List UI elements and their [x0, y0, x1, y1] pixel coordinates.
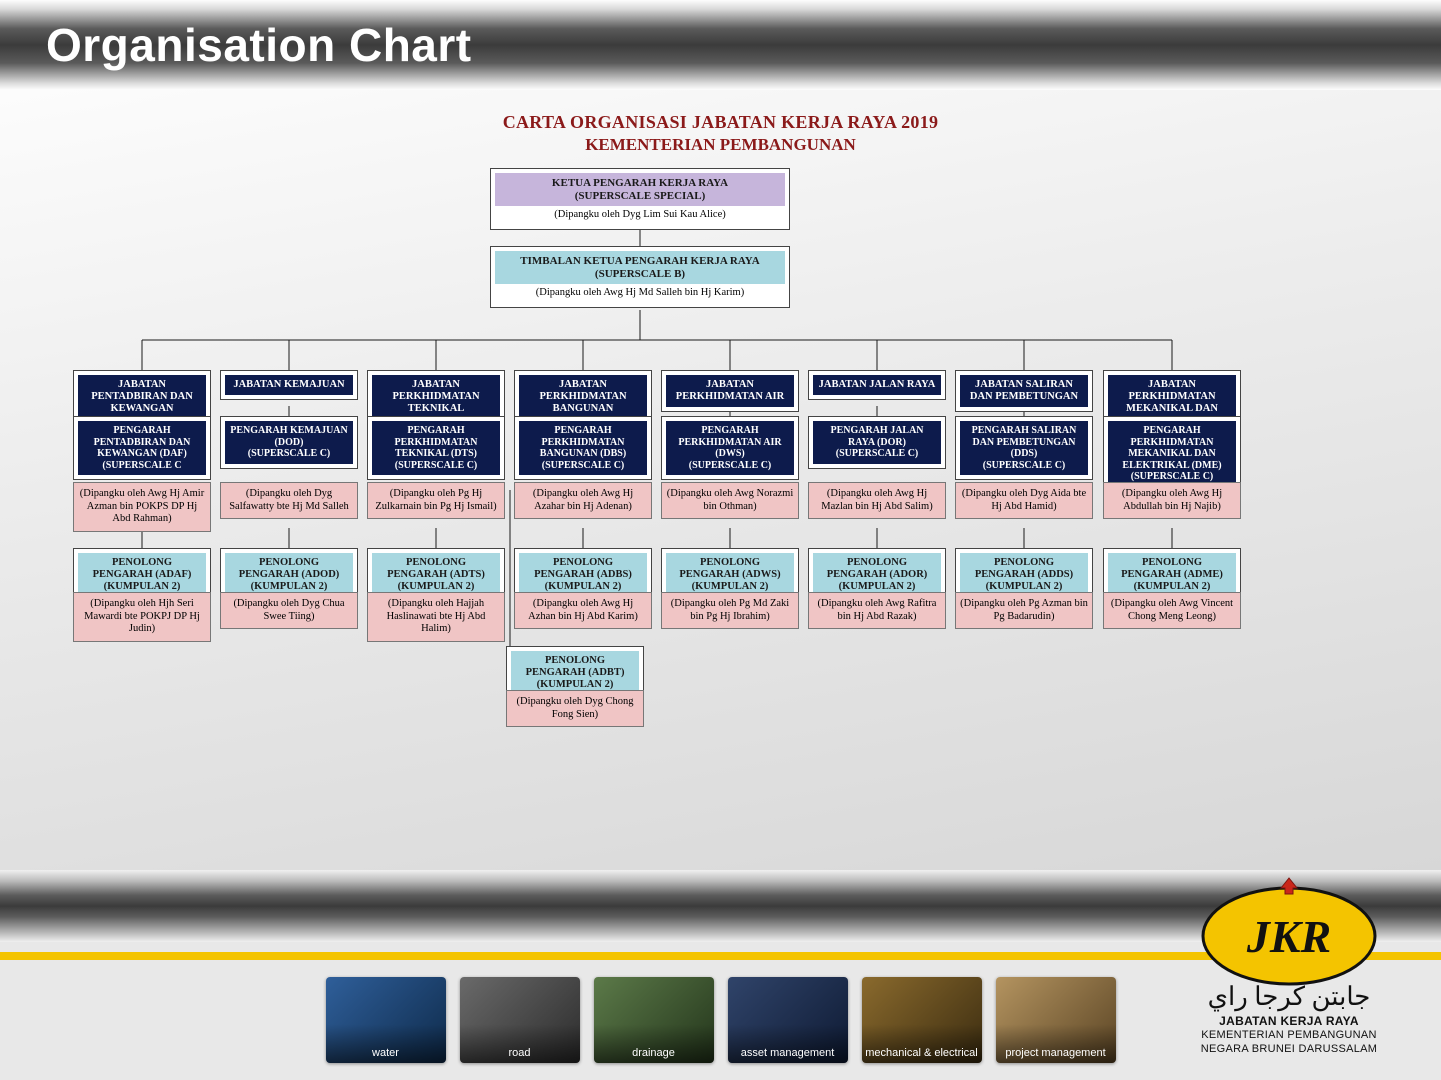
director-officer-4: (Dipangku oleh Awg Norazmi bin Othman)	[661, 482, 799, 519]
thumbnail-mechanical-&-electrical[interactable]: mechanical & electrical	[862, 977, 982, 1063]
assistant-officer-0: (Dipangku oleh Hjh Seri Mawardi bte POKP…	[73, 592, 211, 642]
jkr-initials: JKR	[1246, 911, 1331, 962]
org-chart: CARTA ORGANISASI JABATAN KERJA RAYA 2019…	[0, 90, 1441, 870]
dept-title: JABATAN PERKHIDMATAN AIR	[666, 375, 794, 407]
thumbnail-asset-management[interactable]: asset management	[728, 977, 848, 1063]
director-officer-0: (Dipangku oleh Awg Hj Amir Azman bin POK…	[73, 482, 211, 532]
assistant-title: PENOLONG PENGARAH (ADDS)(KUMPULAN 2)	[960, 553, 1088, 597]
director-6: PENGARAH SALIRAN DAN PEMBETUNGAN (DDS)(S…	[955, 416, 1093, 480]
director-title: PENGARAH PENTADBIRAN DAN KEWANGAN (DAF)(…	[78, 421, 206, 475]
assistant2-title: PENOLONG PENGARAH (ADBT)(KUMPULAN 2)	[511, 651, 639, 695]
thumbnail-project-management[interactable]: project management	[996, 977, 1116, 1063]
thumbnail-drainage[interactable]: drainage	[594, 977, 714, 1063]
dept-title: JABATAN PERKHIDMATAN BANGUNAN	[519, 375, 647, 419]
deputy-title: TIMBALAN KETUA PENGARAH KERJA RAYA	[498, 255, 782, 268]
dept-5: JABATAN JALAN RAYA	[808, 370, 946, 400]
director-title: PENGARAH KEMAJUAN (DOD)(SUPERSCALE C)	[225, 421, 353, 464]
dept-title: JABATAN JALAN RAYA	[813, 375, 941, 395]
director-3: PENGARAH PERKHIDMATAN BANGUNAN (DBS)(SUP…	[514, 416, 652, 480]
assistant-officer-4: (Dipangku oleh Pg Md Zaki bin Pg Hj Ibra…	[661, 592, 799, 629]
director-title: PENGARAH PERKHIDMATAN TEKNIKAL (DTS)(SUP…	[372, 421, 500, 475]
director-1: PENGARAH KEMAJUAN (DOD)(SUPERSCALE C)	[220, 416, 358, 469]
assistant-officer-6: (Dipangku oleh Pg Azman bin Pg Badarudin…	[955, 592, 1093, 629]
deputy-officer: (Dipangku oleh Awg Hj Md Salleh bin Hj K…	[495, 284, 785, 303]
assistant-title: PENOLONG PENGARAH (ADAF)(KUMPULAN 2)	[78, 553, 206, 597]
root-officer: (Dipangku oleh Dyg Lim Sui Kau Alice)	[495, 206, 785, 225]
chart-title-line2: KEMENTERIAN PEMBANGUNAN	[0, 135, 1441, 155]
assistant-officer-7: (Dipangku oleh Awg Vincent Chong Meng Le…	[1103, 592, 1241, 629]
logo-block: JKR جابتن كرجا راي JABATAN KERJA RAYA KE…	[1159, 870, 1419, 1057]
thumbnail-caption: road	[460, 1047, 580, 1059]
root-title: KETUA PENGARAH KERJA RAYA	[498, 177, 782, 190]
logo-line2: KEMENTERIAN PEMBANGUNAN	[1159, 1029, 1419, 1043]
director-5: PENGARAH JALAN RAYA (DOR)(SUPERSCALE C)	[808, 416, 946, 469]
chart-title: CARTA ORGANISASI JABATAN KERJA RAYA 2019…	[0, 90, 1441, 155]
logo-line1: JABATAN KERJA RAYA	[1159, 1014, 1419, 1029]
director-title: PENGARAH PERKHIDMATAN MEKANIKAL DAN ELEK…	[1108, 421, 1236, 487]
director-officer-1: (Dipangku oleh Dyg Salfawatty bte Hj Md …	[220, 482, 358, 519]
thumbnail-road[interactable]: road	[460, 977, 580, 1063]
thumbnail-caption: asset management	[728, 1047, 848, 1059]
node-root: KETUA PENGARAH KERJA RAYA (SUPERSCALE SP…	[490, 168, 790, 230]
assistant-title: PENOLONG PENGARAH (ADBS)(KUMPULAN 2)	[519, 553, 647, 597]
thumbnail-caption: project management	[996, 1047, 1116, 1059]
director-officer-5: (Dipangku oleh Awg Hj Mazlan bin Hj Abd …	[808, 482, 946, 519]
page-title: Organisation Chart	[46, 18, 472, 72]
thumbnail-water[interactable]: water	[326, 977, 446, 1063]
director-title: PENGARAH SALIRAN DAN PEMBETUNGAN (DDS)(S…	[960, 421, 1088, 475]
assistant-officer-5: (Dipangku oleh Awg Rafitra bin Hj Abd Ra…	[808, 592, 946, 629]
assistant-title: PENOLONG PENGARAH (ADOD)(KUMPULAN 2)	[225, 553, 353, 597]
thumbnail-caption: water	[326, 1047, 446, 1059]
director-title: PENGARAH JALAN RAYA (DOR)(SUPERSCALE C)	[813, 421, 941, 464]
director-2: PENGARAH PERKHIDMATAN TEKNIKAL (DTS)(SUP…	[367, 416, 505, 480]
assistant-title: PENOLONG PENGARAH (ADTS)(KUMPULAN 2)	[372, 553, 500, 597]
director-officer-2: (Dipangku oleh Pg Hj Zulkarnain bin Pg H…	[367, 482, 505, 519]
dept-1: JABATAN KEMAJUAN	[220, 370, 358, 400]
header-band: Organisation Chart	[0, 0, 1441, 90]
root-scale: (SUPERSCALE SPECIAL)	[498, 190, 782, 203]
director-0: PENGARAH PENTADBIRAN DAN KEWANGAN (DAF)(…	[73, 416, 211, 480]
dept-title: JABATAN PENTADBIRAN DAN KEWANGAN	[78, 375, 206, 419]
director-title: PENGARAH PERKHIDMATAN AIR (DWS)(SUPERSCA…	[666, 421, 794, 475]
thumbnail-caption: mechanical & electrical	[862, 1047, 982, 1059]
assistant-officer-1: (Dipangku oleh Dyg Chua Swee Tiing)	[220, 592, 358, 629]
dept-4: JABATAN PERKHIDMATAN AIR	[661, 370, 799, 412]
assistant-officer-3: (Dipangku oleh Awg Hj Azhan bin Hj Abd K…	[514, 592, 652, 629]
director-officer-3: (Dipangku oleh Awg Hj Azahar bin Hj Aden…	[514, 482, 652, 519]
thumbnail-caption: drainage	[594, 1047, 714, 1059]
dept-title: JABATAN SALIRAN DAN PEMBETUNGAN	[960, 375, 1088, 407]
jkr-logo: JKR	[1189, 870, 1389, 990]
dept-title: JABATAN PERKHIDMATAN TEKNIKAL	[372, 375, 500, 419]
director-officer-6: (Dipangku oleh Dyg Aida bte Hj Abd Hamid…	[955, 482, 1093, 519]
deputy-scale: (SUPERSCALE B)	[498, 268, 782, 281]
assistant-title: PENOLONG PENGARAH (ADWS)(KUMPULAN 2)	[666, 553, 794, 597]
assistant2-officer-3: (Dipangku oleh Dyg Chong Fong Sien)	[506, 690, 644, 727]
node-deputy: TIMBALAN KETUA PENGARAH KERJA RAYA (SUPE…	[490, 246, 790, 308]
director-title: PENGARAH PERKHIDMATAN BANGUNAN (DBS)(SUP…	[519, 421, 647, 475]
chart-title-line1: CARTA ORGANISASI JABATAN KERJA RAYA 2019	[0, 112, 1441, 133]
logo-line3: NEGARA BRUNEI DARUSSALAM	[1159, 1043, 1419, 1057]
director-officer-7: (Dipangku oleh Awg Hj Abdullah bin Hj Na…	[1103, 482, 1241, 519]
dept-6: JABATAN SALIRAN DAN PEMBETUNGAN	[955, 370, 1093, 412]
assistant-officer-2: (Dipangku oleh Hajjah Haslinawati bte Hj…	[367, 592, 505, 642]
assistant-title: PENOLONG PENGARAH (ADOR)(KUMPULAN 2)	[813, 553, 941, 597]
dept-title: JABATAN KEMAJUAN	[225, 375, 353, 395]
assistant-title: PENOLONG PENGARAH (ADME)(KUMPULAN 2)	[1108, 553, 1236, 597]
director-4: PENGARAH PERKHIDMATAN AIR (DWS)(SUPERSCA…	[661, 416, 799, 480]
director-7: PENGARAH PERKHIDMATAN MEKANIKAL DAN ELEK…	[1103, 416, 1241, 492]
